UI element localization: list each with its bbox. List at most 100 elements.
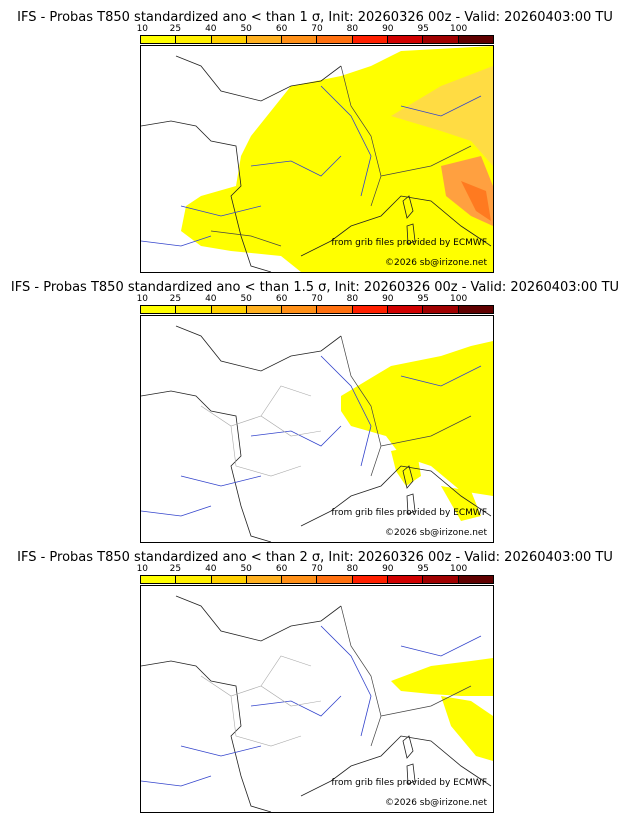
colorbar-tick-label: 95 <box>417 564 429 574</box>
credit-text: from grib files provided by ECMWF <box>331 508 487 518</box>
colorbar-segment <box>141 576 177 583</box>
colorbar-tick-label: 80 <box>346 564 359 574</box>
colorbar-tick-label: 90 <box>382 294 394 304</box>
island <box>406 223 416 245</box>
colorbar-segment <box>458 36 493 43</box>
colorbar-segment <box>352 306 389 313</box>
river <box>180 475 262 487</box>
colorbar-segment <box>388 36 424 43</box>
river <box>250 155 342 177</box>
region-borders <box>200 655 322 747</box>
island <box>406 493 416 515</box>
colorbar-tick-label: 50 <box>240 564 252 574</box>
probability-area <box>391 446 421 486</box>
river <box>180 745 262 757</box>
copyright-text: ©2026 sb@irizone.net <box>385 258 487 268</box>
border <box>340 65 382 207</box>
island <box>402 465 414 489</box>
colorbar-segment <box>246 306 283 313</box>
colorbar-tick-label: 90 <box>382 564 394 574</box>
colorbar-segment <box>211 576 247 583</box>
probability-area <box>441 696 493 761</box>
colorbar-segment <box>282 576 318 583</box>
colorbar-tick-label: 50 <box>240 24 252 34</box>
colorbar-segment <box>388 306 424 313</box>
border <box>340 605 382 747</box>
colorbar-tick-label: 80 <box>346 24 359 34</box>
river <box>400 635 482 657</box>
colorbar-tick-label: 50 <box>240 294 252 304</box>
border <box>380 685 472 717</box>
colorbar-tick-label: 80 <box>346 294 359 304</box>
colorbar-tick-label: 70 <box>311 24 323 34</box>
coastline <box>300 735 492 797</box>
colorbar-tick-label: 60 <box>275 294 288 304</box>
map-svg <box>141 595 493 812</box>
colorbar-segment <box>246 36 283 43</box>
copyright-text: ©2026 sb@irizone.net <box>385 798 487 808</box>
river <box>141 235 212 247</box>
colorbar-segment <box>282 36 318 43</box>
colorbar-tick-label: 40 <box>205 294 217 304</box>
colorbar-tick-label: 25 <box>169 24 182 34</box>
coastline <box>300 465 492 527</box>
probability-map: from grib files provided by ECMWF ©2026 … <box>140 585 494 813</box>
river <box>250 425 342 447</box>
probability-map: from grib files provided by ECMWF ©2026 … <box>140 45 494 273</box>
colorbar-segment <box>317 576 353 583</box>
colorbar-segment <box>352 36 389 43</box>
colorbar <box>140 305 494 314</box>
river <box>141 775 212 787</box>
region-borders <box>200 385 322 477</box>
colorbar-tick-label: 60 <box>275 564 288 574</box>
river <box>320 355 372 467</box>
credit-text: from grib files provided by ECMWF <box>331 238 487 248</box>
colorbar-tick-label: 100 <box>450 564 468 574</box>
colorbar-segment <box>246 576 283 583</box>
panel-title: IFS - Probas T850 standardized ano < tha… <box>17 550 613 565</box>
river <box>320 625 372 737</box>
probability-area <box>341 341 493 496</box>
colorbar-tick-label: 60 <box>275 24 288 34</box>
colorbar-segment <box>211 306 247 313</box>
colorbar-segment <box>317 306 353 313</box>
colorbar-ticks: 10 25 40 50 60 70 80 90 95 100 <box>137 294 494 306</box>
border <box>380 145 472 177</box>
border <box>340 335 382 477</box>
colorbar-segment <box>176 36 212 43</box>
probability-map: from grib files provided by ECMWF ©2026 … <box>140 315 494 543</box>
colorbar-segment <box>388 576 424 583</box>
panel-title: IFS - Probas T850 standardized ano < tha… <box>17 10 613 25</box>
colorbar-tick-label: 95 <box>417 294 429 304</box>
colorbar <box>140 35 494 44</box>
colorbar-segment <box>141 36 177 43</box>
island <box>406 763 416 785</box>
map-svg <box>141 46 493 272</box>
colorbar-segment <box>352 576 389 583</box>
colorbar-ticks: 10 25 40 50 60 70 80 90 95 100 <box>137 564 494 576</box>
panel-title: IFS - Probas T850 standardized ano < tha… <box>10 280 620 295</box>
copyright-text: ©2026 sb@irizone.net <box>385 528 487 538</box>
colorbar-ticks: 10 25 40 50 60 70 80 90 95 100 <box>136 24 494 36</box>
coastline <box>175 595 342 642</box>
colorbar-tick-label: 40 <box>205 24 217 34</box>
credit-text: from grib files provided by ECMWF <box>331 778 487 788</box>
probability-area-high <box>391 66 493 166</box>
river <box>400 95 482 117</box>
colorbar-segment <box>176 576 212 583</box>
probability-area-peak <box>461 181 491 221</box>
colorbar-tick-label: 10 <box>136 24 149 34</box>
colorbar-tick-label: 40 <box>205 564 217 574</box>
colorbar-tick-label: 25 <box>169 294 182 304</box>
river <box>141 505 212 517</box>
border <box>380 415 472 447</box>
map-svg <box>141 325 493 542</box>
river <box>180 205 262 217</box>
colorbar-segment <box>458 576 493 583</box>
colorbar-segment <box>423 306 459 313</box>
coastline <box>141 660 272 812</box>
colorbar-segment <box>211 36 247 43</box>
island <box>402 735 414 759</box>
river <box>320 85 372 197</box>
coastline <box>141 120 272 272</box>
